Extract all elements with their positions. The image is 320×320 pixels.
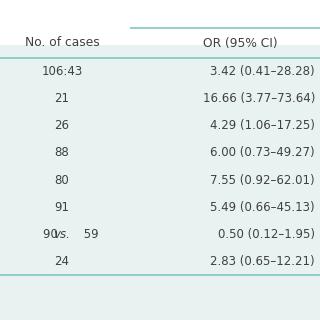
Text: 59: 59 <box>80 228 99 241</box>
Text: 26: 26 <box>54 119 69 132</box>
Text: 106:43: 106:43 <box>41 65 83 78</box>
Text: 24: 24 <box>54 255 69 268</box>
Text: 90: 90 <box>44 228 62 241</box>
Bar <box>0 45 320 320</box>
Text: 88: 88 <box>55 147 69 159</box>
Text: 21: 21 <box>54 92 69 105</box>
Text: 7.55 (0.92–62.01): 7.55 (0.92–62.01) <box>210 173 315 187</box>
Text: 80: 80 <box>55 173 69 187</box>
Text: 4.29 (1.06–17.25): 4.29 (1.06–17.25) <box>210 119 315 132</box>
Text: 91: 91 <box>54 201 69 214</box>
Text: OR (95% CI): OR (95% CI) <box>203 36 277 50</box>
Text: 2.83 (0.65–12.21): 2.83 (0.65–12.21) <box>210 255 315 268</box>
Text: 6.00 (0.73–49.27): 6.00 (0.73–49.27) <box>210 147 315 159</box>
Text: No. of cases: No. of cases <box>25 36 100 50</box>
Text: 3.42 (0.41–28.28): 3.42 (0.41–28.28) <box>210 65 315 78</box>
Text: 16.66 (3.77–73.64): 16.66 (3.77–73.64) <box>203 92 315 105</box>
Text: 5.49 (0.66–45.13): 5.49 (0.66–45.13) <box>210 201 315 214</box>
Text: vs.: vs. <box>53 228 70 241</box>
Text: 0.50 (0.12–1.95): 0.50 (0.12–1.95) <box>218 228 315 241</box>
